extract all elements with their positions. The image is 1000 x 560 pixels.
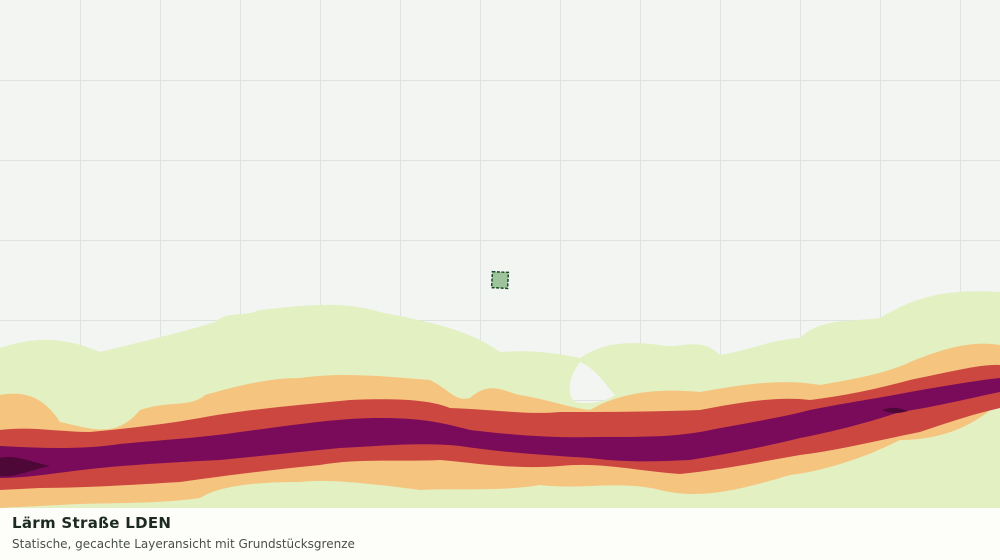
noise-zone-very-high [0,378,1000,478]
noise-zone-high [0,364,1000,490]
layer-info: Lärm Straße LDEN Statische, gecachte Lay… [0,508,1000,560]
parcel-boundary[interactable] [490,270,510,290]
layer-subtitle: Statische, gecachte Layeransicht mit Gru… [12,537,355,551]
layer-title: Lärm Straße LDEN [12,514,172,532]
